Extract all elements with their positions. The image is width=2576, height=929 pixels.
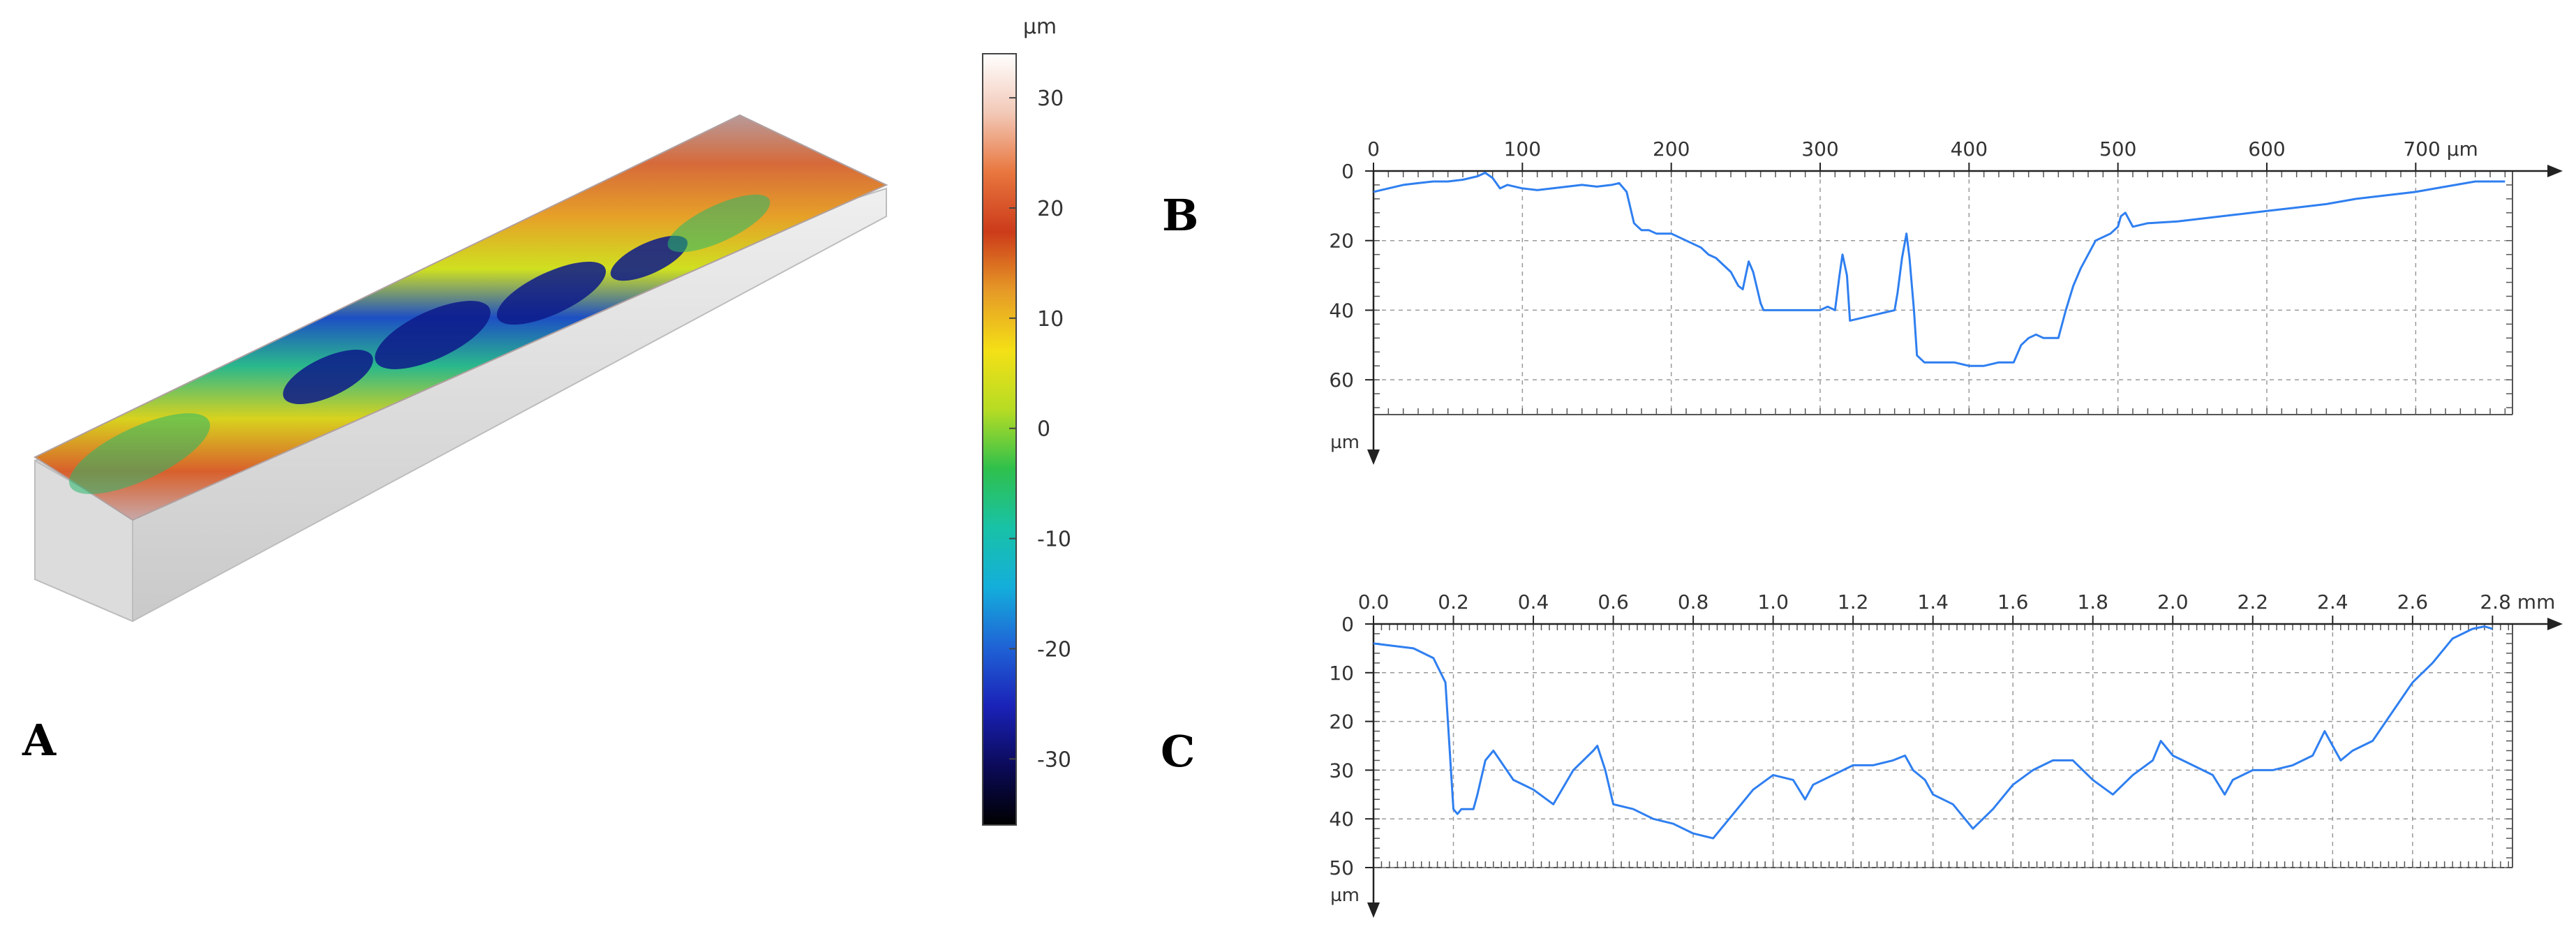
colorbar-tick-label: 10 xyxy=(1037,307,1064,332)
x-tick-label: 2.8 mm xyxy=(2480,590,2555,614)
y-axis-arrow xyxy=(1367,902,1380,918)
x-tick-label: 0.0 xyxy=(1358,590,1390,614)
y-tick-label: 50 xyxy=(1329,856,1354,879)
x-tick-label: 1.4 xyxy=(1917,590,1949,614)
y-tick-label: 40 xyxy=(1329,808,1354,831)
colorbar-gradient xyxy=(982,53,1017,826)
x-tick-label: 2.4 xyxy=(2317,590,2348,614)
chart-b: 0 100 200 300 400 500 600 700 µm 0 20 40 60 µm xyxy=(1329,138,2563,465)
colorbar-tick-label: 30 xyxy=(1037,87,1064,111)
colorbar-unit: µm xyxy=(1023,15,1057,39)
panel-label-a: A xyxy=(22,715,57,766)
trench-green xyxy=(69,194,770,494)
colorbar-tick-label: -30 xyxy=(1037,748,1071,772)
x-tick-label: 300 xyxy=(1801,138,1838,161)
y-tick-label: 60 xyxy=(1329,369,1354,392)
x-tick-label: 0.2 xyxy=(1438,590,1469,614)
x-tick-label: 200 xyxy=(1653,138,1690,161)
x-tick-label: 0.8 xyxy=(1678,590,1709,614)
colorbar: µm 30 20 10 0 -10 -20 -30 xyxy=(982,15,1071,826)
y-tick-label: 30 xyxy=(1329,759,1354,782)
panel-a: A xyxy=(22,114,888,766)
y-unit-label: µm xyxy=(1330,432,1360,453)
x-axis-arrow xyxy=(2547,618,2563,630)
x-tick-label: 1.0 xyxy=(1757,590,1789,614)
x-tick-label: 0 xyxy=(1367,138,1380,161)
profile-line xyxy=(1373,172,2506,367)
colorbar-tick-label: -10 xyxy=(1037,528,1071,552)
x-tick-label: 600 xyxy=(2248,138,2285,161)
x-tick-label: 2.0 xyxy=(2157,590,2189,614)
x-tick-label: 500 xyxy=(2099,138,2136,161)
y-unit-label: µm xyxy=(1330,885,1360,906)
x-tick-label: 0.4 xyxy=(1518,590,1549,614)
x-tick-label: 0.6 xyxy=(1598,590,1629,614)
y-tick-label: 0 xyxy=(1341,613,1354,636)
colorbar-tick-label: -20 xyxy=(1037,637,1071,662)
y-tick-label: 40 xyxy=(1329,299,1354,322)
y-axis-arrow xyxy=(1367,449,1380,465)
colorbar-tick-label: 20 xyxy=(1037,197,1064,221)
x-tick-label: 2.6 xyxy=(2397,590,2429,614)
x-axis-arrow xyxy=(2547,165,2563,177)
y-tick-label: 20 xyxy=(1329,230,1354,253)
colorbar-tick-label: 0 xyxy=(1037,417,1050,442)
y-tick-label: 10 xyxy=(1329,662,1354,685)
x-tick-label: 2.2 xyxy=(2238,590,2269,614)
chart-c: 0.0 0.2 0.4 0.6 0.8 1.0 1.2 1.4 1.6 1.8 2.0 2.2 2.4 2… xyxy=(1329,590,2563,918)
y-tick-label: 0 xyxy=(1341,160,1354,183)
y-tick-label: 20 xyxy=(1329,711,1354,734)
x-tick-label: 400 xyxy=(1951,138,1988,161)
x-tick-label: 1.8 xyxy=(2077,590,2108,614)
x-tick-label: 100 xyxy=(1504,138,1541,161)
panel-label-c: C xyxy=(1161,726,1195,777)
profile-line xyxy=(1373,625,2493,840)
colorbar-ticks: 30 20 10 0 -10 -20 -30 xyxy=(1009,87,1071,772)
x-tick-label: 1.6 xyxy=(1997,590,2029,614)
panel-label-b: B xyxy=(1162,190,1198,241)
x-tick-label: 700 µm xyxy=(2403,138,2478,161)
x-tick-label: 1.2 xyxy=(1838,590,1869,614)
